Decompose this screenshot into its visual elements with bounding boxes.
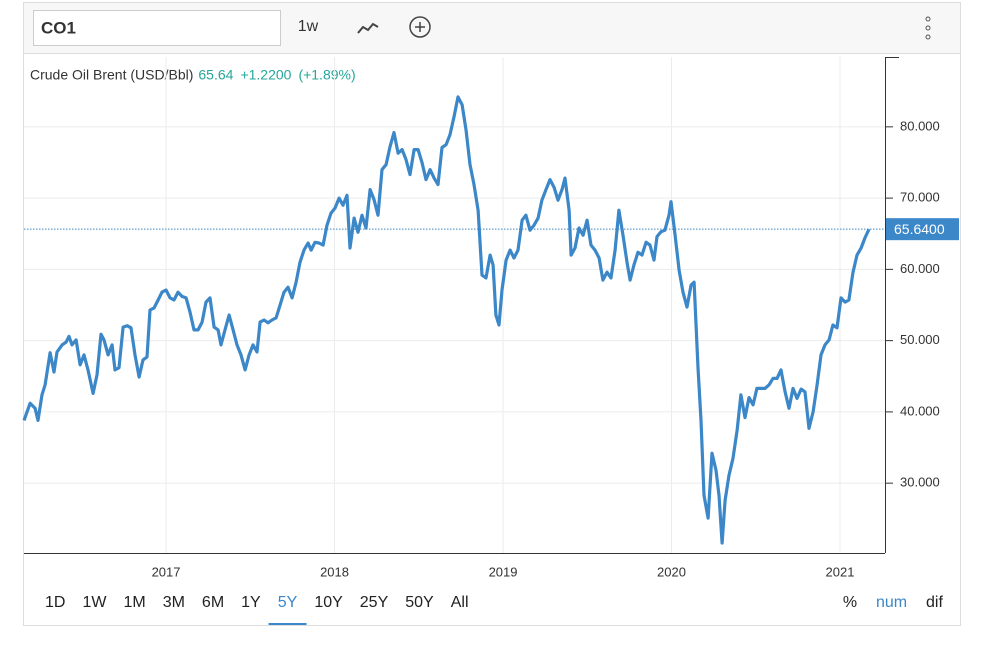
legend-change-pct: (+1.89%) bbox=[298, 67, 355, 83]
x-tick-label: 2021 bbox=[826, 564, 855, 579]
symbol-text: CO1 bbox=[41, 18, 76, 37]
panel bbox=[23, 2, 961, 626]
legend-name: Crude Oil Brent (USD/Bbl) bbox=[30, 67, 193, 83]
range-button[interactable]: 25Y bbox=[360, 594, 389, 611]
y-tick-label: 60.000 bbox=[900, 261, 940, 276]
interval-button[interactable]: 1w bbox=[298, 18, 319, 35]
range-button[interactable]: 5Y bbox=[278, 594, 298, 611]
legend-price: 65.64 bbox=[198, 67, 233, 83]
y-tick-label: 70.000 bbox=[900, 190, 940, 205]
y-tick-label: 80.000 bbox=[900, 118, 940, 133]
range-button[interactable]: 3M bbox=[163, 594, 185, 611]
legend-change: +1.2200 bbox=[240, 67, 291, 83]
range-underline bbox=[268, 623, 307, 625]
y-tick-label: 30.000 bbox=[900, 475, 940, 490]
range-button[interactable]: 50Y bbox=[405, 594, 434, 611]
chart-type-icon[interactable] bbox=[357, 22, 379, 34]
range-button[interactable]: 1Y bbox=[241, 594, 261, 611]
last-price-box bbox=[886, 218, 959, 241]
x-tick-label: 2017 bbox=[152, 564, 181, 579]
range-button[interactable]: 10Y bbox=[314, 594, 343, 611]
add-icon[interactable] bbox=[409, 16, 431, 38]
price-line bbox=[22, 95, 871, 545]
range-button[interactable]: 1D bbox=[45, 594, 65, 611]
add-icon-plus bbox=[415, 22, 425, 32]
x-tick-label: 2018 bbox=[320, 564, 349, 579]
symbol-input[interactable] bbox=[33, 10, 281, 46]
range-button[interactable]: 1M bbox=[123, 594, 145, 611]
y-tick-label: 40.000 bbox=[900, 403, 940, 418]
range-button[interactable]: All bbox=[451, 594, 469, 611]
y-tick-label: 50.000 bbox=[900, 332, 940, 347]
range-button[interactable]: 1W bbox=[82, 594, 107, 611]
last-price-label: 65.6400 bbox=[894, 221, 945, 237]
mode-button[interactable]: num bbox=[876, 594, 907, 611]
mode-button[interactable]: dif bbox=[926, 594, 943, 611]
menu-icon[interactable] bbox=[925, 16, 931, 40]
x-tick-label: 2019 bbox=[489, 564, 518, 579]
x-tick-label: 2020 bbox=[657, 564, 686, 579]
range-button[interactable]: 6M bbox=[202, 594, 224, 611]
mode-button[interactable]: % bbox=[843, 594, 857, 611]
